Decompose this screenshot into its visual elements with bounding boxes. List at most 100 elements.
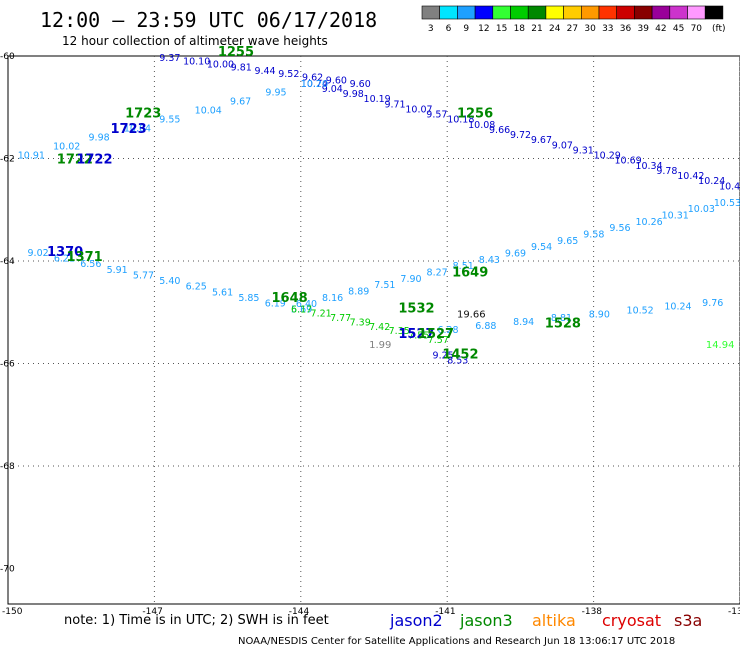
swh-value: 9.65 xyxy=(557,236,578,247)
swh-value: 8.90 xyxy=(589,309,610,320)
swh-value: 7.42 xyxy=(369,322,390,333)
swh-value: 9.60 xyxy=(350,79,371,90)
swh-value: 9.76 xyxy=(702,298,723,309)
legend-label: 9 xyxy=(463,24,469,34)
swh-value: 9.69 xyxy=(505,248,526,259)
swh-value: 9.72 xyxy=(510,130,531,141)
swh-value: 10.10 xyxy=(183,56,210,67)
satellite-name: s3a xyxy=(674,611,702,630)
swh-value: 9.37 xyxy=(159,53,180,64)
track-label: 19.66 xyxy=(457,309,486,320)
track-label: 1648 xyxy=(272,291,308,306)
swh-value: 7.90 xyxy=(400,274,421,285)
legend-label: 24 xyxy=(549,24,561,34)
swh-value: 9.07 xyxy=(552,140,573,151)
swh-value: 5.77 xyxy=(133,270,154,281)
legend-swatch xyxy=(669,5,688,20)
track-label: 1528 xyxy=(545,317,581,332)
track-label: 1527 xyxy=(418,327,454,342)
track-label: 1649 xyxy=(452,265,488,280)
map-subtitle: 12 hour collection of altimeter wave hei… xyxy=(62,34,328,48)
swh-value: 5.40 xyxy=(159,276,180,287)
lon-label: -144 xyxy=(289,607,310,617)
track-label: 1532 xyxy=(398,301,434,316)
swh-value: 9.57 xyxy=(426,110,447,121)
legend-label: 36 xyxy=(620,24,632,34)
swh-value: 6.88 xyxy=(475,321,496,332)
swh-value: 8.51 xyxy=(453,261,474,272)
legend-label: 45 xyxy=(673,24,684,34)
swh-value: 9.98 xyxy=(343,89,364,100)
legend-swatch xyxy=(687,5,706,20)
note-text: note: 1) Time is in UTC; 2) SWH is in fe… xyxy=(64,613,329,628)
swh-value: 9.56 xyxy=(609,223,630,234)
swh-value: 9.31 xyxy=(573,145,594,156)
lon-label: -150 xyxy=(2,607,23,617)
swh-value: 9.67 xyxy=(230,97,251,108)
swh-value: 10.07 xyxy=(405,104,432,115)
swh-value: 10.24 xyxy=(698,176,725,187)
swh-value: 7.39 xyxy=(350,317,371,328)
swh-value: 7.35 xyxy=(389,326,410,337)
swh-value: 10.31 xyxy=(662,210,689,221)
credit-text: NOAA/NESDIS Center for Satellite Applica… xyxy=(238,636,675,647)
swh-value: 7.77 xyxy=(330,313,351,324)
swh-value: 8.53 xyxy=(447,356,468,367)
track-label: 1723 xyxy=(110,122,146,137)
legend-label: 12 xyxy=(478,24,489,34)
legend-swatch xyxy=(545,5,564,20)
swh-value: 9.60 xyxy=(326,76,347,87)
legend-swatch xyxy=(651,5,671,20)
swh-value: 9.58 xyxy=(583,229,604,240)
swh-value: 8.89 xyxy=(348,286,369,297)
legend-swatch xyxy=(527,5,547,20)
lon-label: -147 xyxy=(142,607,162,617)
swh-value: 9.78 xyxy=(656,166,677,177)
swh-value: 10.26 xyxy=(636,217,663,228)
legend-swatch xyxy=(457,5,476,20)
map-title: 12:00 – 23:59 UTC 06/17/2018 xyxy=(40,8,377,32)
lat-label: -68 xyxy=(0,462,15,472)
track-label: 1255 xyxy=(218,45,254,60)
track-label: 1371 xyxy=(67,250,103,265)
swh-value: 7.57 xyxy=(428,335,449,346)
swh-value: 10.34 xyxy=(635,161,662,172)
wave-height-legend: 3 6 9 12 15 18 21 24 27 30 33 36 39 42 45 70 xyxy=(421,5,724,34)
swh-value: 8.27 xyxy=(427,267,448,278)
legend-label: 27 xyxy=(567,24,578,34)
lon-label: -138 xyxy=(582,607,603,617)
swh-value: 5.61 xyxy=(212,287,233,298)
swh-value: 10.49 xyxy=(719,181,740,192)
legend-swatch xyxy=(439,5,458,20)
swh-value: 6.56 xyxy=(80,259,101,270)
legend-swatch xyxy=(634,5,653,20)
swh-value: 8.43 xyxy=(479,255,500,266)
legend-label: 21 xyxy=(531,24,542,34)
swh-value: 10.19 xyxy=(364,94,391,105)
swh-value: 9.55 xyxy=(159,115,180,126)
swh-value: 5.85 xyxy=(238,293,259,304)
legend-swatch xyxy=(616,5,635,20)
swh-value: 10.24 xyxy=(664,302,691,313)
track-label: 1452 xyxy=(442,347,478,362)
swh-value: 9.44 xyxy=(254,66,275,77)
satellite-name: jason3 xyxy=(459,611,513,630)
legend-label: 6 xyxy=(446,24,452,34)
swh-value: 6.28 xyxy=(437,325,458,336)
legend-swatch xyxy=(492,5,511,20)
swh-value: 10.29 xyxy=(594,151,621,162)
swh-value: 9.67 xyxy=(531,135,552,146)
legend-label: 70 xyxy=(691,24,703,34)
track-label: 14.94 xyxy=(706,340,735,351)
swh-value: 7.55 xyxy=(408,331,429,342)
legend-label: 42 xyxy=(655,24,666,34)
legend-label: 39 xyxy=(637,24,649,34)
swh-value: 10.08 xyxy=(468,120,495,131)
legend-swatch xyxy=(474,5,494,20)
lat-lon-grid xyxy=(8,56,740,604)
swh-value: 8.94 xyxy=(513,317,534,328)
legend-swatch xyxy=(580,5,600,20)
